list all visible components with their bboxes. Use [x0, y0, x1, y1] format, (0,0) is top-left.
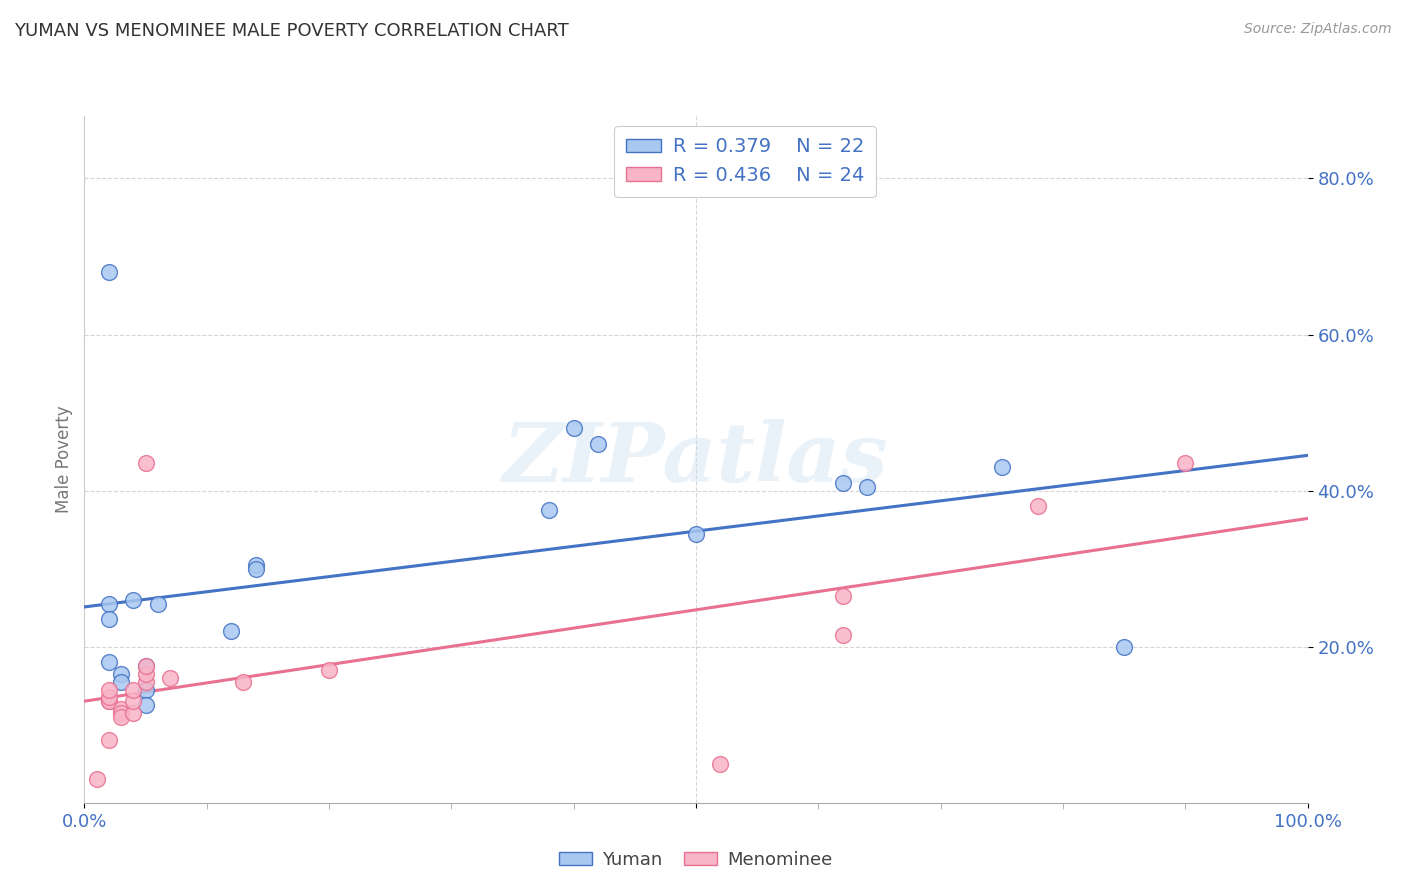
Point: [831, 589, 853, 603]
Point: [110, 710, 132, 724]
Point: [831, 475, 853, 490]
Point: [122, 706, 145, 720]
Point: [831, 628, 853, 642]
Y-axis label: Male Poverty: Male Poverty: [55, 406, 73, 513]
Point: [586, 436, 609, 450]
Point: [135, 456, 157, 470]
Point: [97, 733, 120, 747]
Point: [685, 526, 707, 541]
Point: [562, 421, 585, 435]
Point: [86, 772, 108, 787]
Point: [856, 480, 879, 494]
Point: [1114, 640, 1136, 654]
Point: [709, 756, 731, 771]
Text: Source: ZipAtlas.com: Source: ZipAtlas.com: [1244, 22, 1392, 37]
Point: [245, 562, 267, 576]
Point: [122, 592, 145, 607]
Point: [97, 682, 120, 697]
Point: [110, 706, 132, 720]
Point: [110, 702, 132, 716]
Point: [97, 694, 120, 708]
Point: [135, 659, 157, 673]
Point: [110, 667, 132, 681]
Point: [97, 655, 120, 669]
Point: [135, 682, 157, 697]
Point: [318, 663, 340, 677]
Point: [122, 682, 145, 697]
Text: YUMAN VS MENOMINEE MALE POVERTY CORRELATION CHART: YUMAN VS MENOMINEE MALE POVERTY CORRELAT…: [14, 22, 569, 40]
Text: ZIPatlas: ZIPatlas: [503, 419, 889, 500]
Point: [1028, 500, 1050, 514]
Point: [232, 674, 254, 689]
Point: [135, 698, 157, 713]
Point: [219, 624, 242, 639]
Point: [159, 671, 181, 685]
Point: [538, 503, 561, 517]
Point: [97, 690, 120, 705]
Point: [97, 597, 120, 611]
Point: [97, 612, 120, 626]
Legend: Yuman, Menominee: Yuman, Menominee: [551, 844, 841, 876]
Point: [146, 597, 169, 611]
Point: [97, 265, 120, 279]
Point: [135, 667, 157, 681]
Point: [990, 460, 1012, 475]
Point: [135, 659, 157, 673]
Point: [245, 558, 267, 572]
Point: [97, 694, 120, 708]
Point: [135, 674, 157, 689]
Point: [122, 694, 145, 708]
Point: [110, 674, 132, 689]
Point: [1174, 456, 1197, 470]
